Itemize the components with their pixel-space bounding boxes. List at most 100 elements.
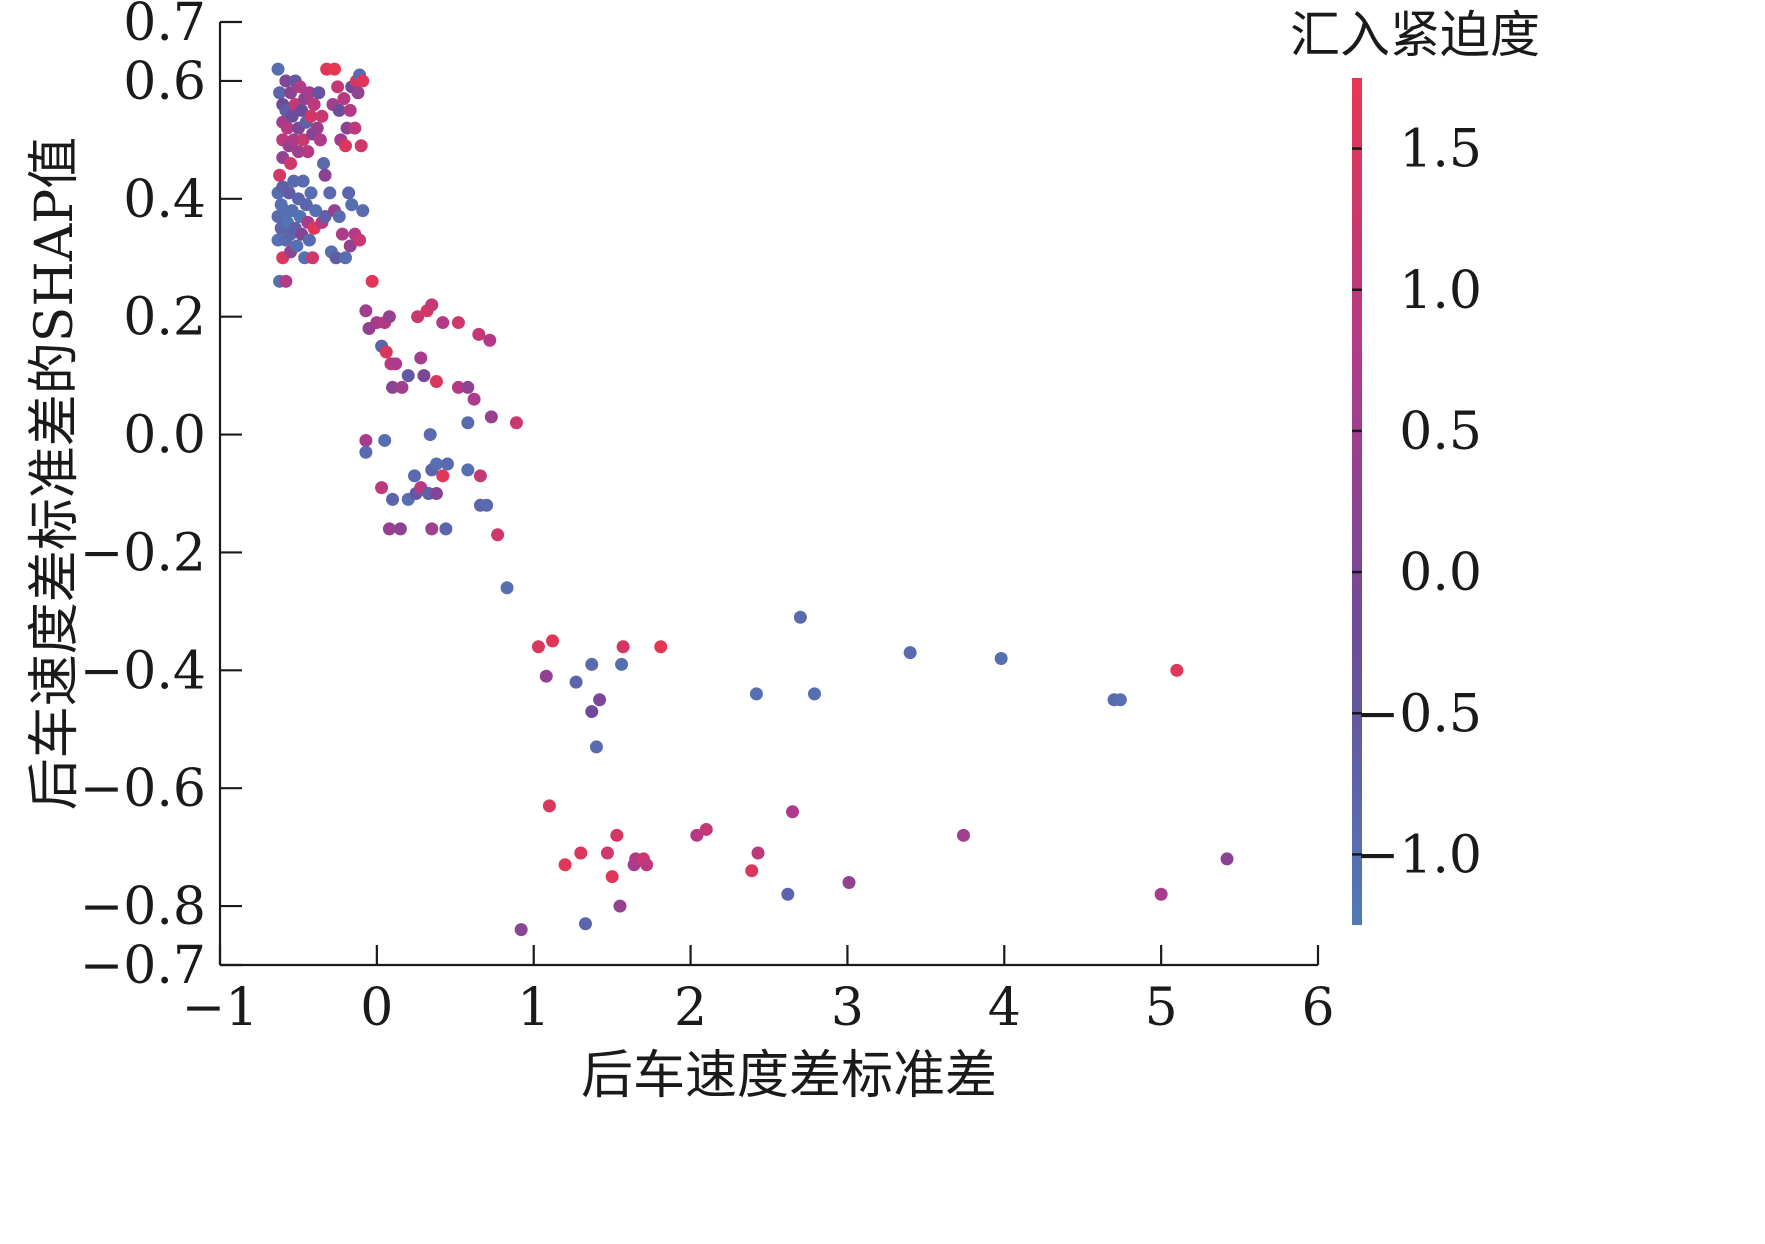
scatter-point (382, 310, 396, 324)
y-tick-label: −0.8 (80, 877, 206, 937)
y-tick-label: −0.4 (80, 641, 206, 701)
y-tick-label: −0.2 (80, 523, 206, 583)
y-tick-label: 0.0 (123, 406, 206, 466)
x-tick-label: −1 (182, 978, 259, 1038)
scatter-point (1154, 887, 1168, 901)
scatter-point (461, 380, 475, 394)
scatter-point (585, 705, 599, 719)
scatter-point (439, 522, 453, 536)
scatter-point (429, 487, 443, 500)
scatter-point (480, 498, 494, 512)
scatter-point (306, 251, 320, 265)
scatter-point (509, 416, 523, 430)
scatter-point (290, 239, 304, 253)
scatter-point (295, 103, 309, 117)
scatter-point (338, 139, 352, 153)
scatter-point (328, 62, 342, 76)
scatter-point (302, 86, 316, 100)
x-tick-label: 0 (360, 978, 393, 1038)
scatter-point (484, 410, 498, 424)
scatter-point (337, 92, 351, 106)
scatter-point (578, 917, 592, 931)
scatter-point (1113, 693, 1127, 707)
scatter-point (273, 86, 287, 100)
scatter-point (957, 828, 971, 842)
x-tick-label: 4 (988, 978, 1021, 1038)
scatter-point (291, 145, 305, 159)
scatter-point (379, 345, 393, 359)
scatter-point (271, 62, 285, 76)
scatter-point (483, 333, 497, 347)
scatter-point (342, 186, 356, 200)
scatter-point (546, 634, 560, 648)
scatter-point (301, 145, 315, 159)
scatter-point (307, 98, 321, 112)
scatter-point (285, 109, 299, 123)
x-tick-label: 6 (1301, 978, 1334, 1038)
scatter-point (500, 581, 514, 595)
scatter-point (786, 805, 800, 819)
y-tick-label: −0.7 (80, 936, 206, 996)
scatter-point (994, 652, 1008, 666)
scatter-point (359, 445, 373, 459)
scatter-point (589, 740, 603, 754)
scatter-point (640, 858, 654, 872)
scatter-point (903, 646, 917, 660)
scatter-point (280, 121, 294, 135)
scatter-point (429, 375, 443, 389)
scatter-point (429, 457, 443, 471)
scatter-point (389, 357, 403, 371)
scatter-point (436, 316, 450, 330)
scatter-point (382, 522, 396, 536)
scatter-point (654, 640, 668, 654)
scatter-point (304, 186, 318, 200)
scatter-point (842, 875, 856, 889)
scatter-point (345, 198, 359, 212)
scatter-point (605, 870, 619, 884)
x-tick-label: 3 (831, 978, 864, 1038)
scatter-point (616, 640, 630, 654)
scatter-point (284, 156, 298, 170)
scatter-point (375, 481, 389, 495)
scatter-point (310, 121, 324, 135)
scatter-point (472, 327, 486, 341)
scatter-point (296, 133, 310, 147)
scatter-point (440, 457, 454, 471)
scatter-point (302, 233, 316, 247)
scatter-point (312, 86, 326, 100)
scatter-point (414, 351, 428, 365)
scatter-point (451, 380, 465, 394)
scatter-point (807, 687, 821, 701)
y-tick-label: −0.6 (80, 759, 206, 819)
scatter-point (613, 899, 627, 913)
scatter-point (318, 209, 332, 223)
scatter-point (304, 109, 318, 123)
scatter-point (317, 156, 331, 170)
y-tick-label: 0.4 (123, 170, 206, 230)
scatter-point (279, 74, 293, 88)
scatter-point (335, 227, 349, 241)
scatter-point (451, 316, 465, 330)
colorbar-tick-label: 1.0 (1399, 261, 1482, 321)
scatter-point (615, 657, 629, 671)
scatter-points (271, 62, 1234, 937)
scatter-point (309, 204, 323, 218)
scatter-point (287, 174, 301, 188)
scatter-point (359, 304, 373, 318)
scatter-point (287, 133, 301, 147)
scatter-point (356, 204, 370, 218)
x-axis-label: 后车速度差标准差 (581, 1046, 997, 1106)
scatter-point (313, 133, 327, 147)
scatter-point (574, 846, 588, 860)
scatter-point (425, 522, 439, 536)
scatter-point (332, 103, 346, 117)
scatter-point (1170, 663, 1184, 677)
scatter-point (282, 186, 296, 200)
x-tick-label: 5 (1145, 978, 1178, 1038)
colorbar-tick-label: 0.5 (1399, 402, 1482, 462)
scatter-point (343, 239, 357, 253)
scatter-point (323, 186, 337, 200)
scatter-point (395, 380, 409, 394)
scatter-point (351, 86, 365, 100)
scatter-point (749, 687, 763, 701)
